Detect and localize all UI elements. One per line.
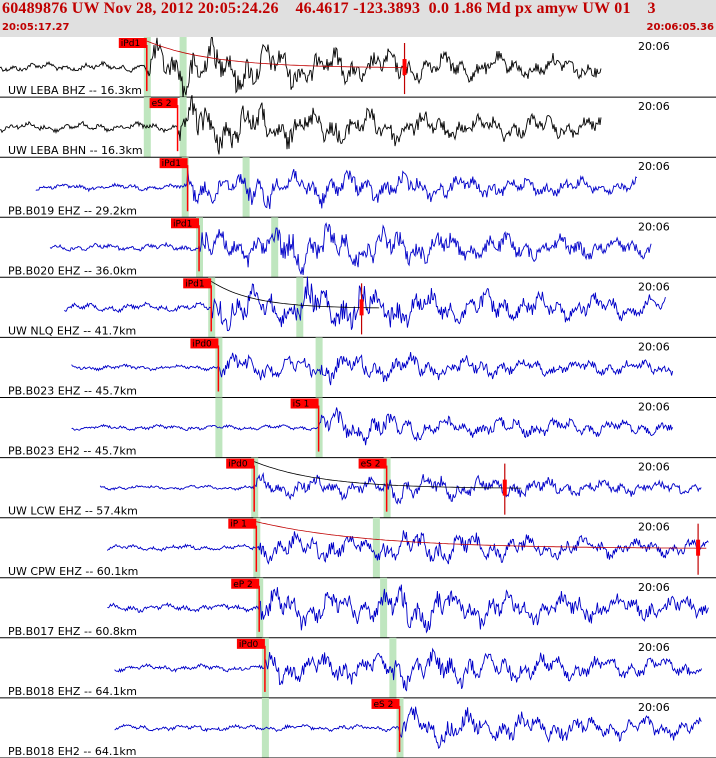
station-label-9: PB.B017 EHZ -- 60.8km — [8, 625, 137, 638]
pick-label-11-0: eS 2 — [374, 700, 394, 710]
coda-curve-0 — [146, 40, 408, 68]
pick-label-10-0: iPd0 — [239, 640, 259, 650]
pick-label-bg-10-0 — [236, 638, 265, 649]
station-label-6: PB.B023 EH2 -- 45.7km — [8, 445, 136, 458]
waveform-trace-9 — [107, 584, 709, 634]
analysis-window-1-0 — [143, 97, 151, 158]
time-tick-label-1: 20:06 — [638, 100, 670, 113]
station-label-8: UW CPW EHZ -- 60.1km — [8, 565, 138, 578]
seismogram-panel: iPd1 20:06 UW LEBA BHZ -- 16.3km eS 2 20:06 U… — [0, 37, 716, 758]
time-tick-label-8: 20:06 — [638, 521, 670, 534]
header-bar: 60489876 UW Nov 28, 2012 20:05:24.26 46.… — [0, 0, 716, 37]
event-title: 60489876 UW Nov 28, 2012 20:05:24.26 46.… — [2, 0, 656, 17]
station-label-5: PB.B023 EHZ -- 45.7km — [8, 385, 137, 398]
pick-label-1-0: eS 2 — [152, 99, 172, 109]
pick-label-8-0: iP 1 — [230, 520, 247, 530]
station-label-3: PB.B020 EHZ -- 36.0km — [8, 264, 137, 277]
coda-end-tick-8 — [696, 539, 701, 556]
pick-label-bg-1-0 — [149, 98, 178, 109]
station-label-1: UW LEBA BHN -- 16.3km — [8, 144, 143, 157]
pick-label-9-0: eP 2 — [233, 580, 253, 590]
time-tick-label-3: 20:06 — [638, 220, 670, 233]
station-label-10: PB.B018 EHZ -- 64.1km — [8, 685, 137, 698]
time-tick-label-7: 20:06 — [638, 461, 670, 474]
pick-label-7-0: iPd0 — [228, 460, 248, 470]
pick-label-bg-9-0 — [231, 578, 260, 589]
coda-end-tick-4 — [359, 299, 364, 316]
waveform-trace-1 — [0, 94, 602, 155]
pick-label-bg-8-0 — [228, 518, 257, 529]
station-label-2: PB.B019 EHZ -- 29.2km — [8, 204, 137, 217]
waveform-trace-11 — [114, 706, 702, 749]
analysis-window-2-0 — [181, 157, 189, 218]
pick-label-6-0: iS 1 — [293, 400, 310, 410]
time-tick-label-0: 20:06 — [638, 40, 670, 53]
pick-label-3-0: iPd1 — [173, 219, 192, 229]
analysis-window-8-1 — [372, 517, 380, 578]
pick-label-bg-7-1 — [358, 458, 387, 469]
waveform-trace-6 — [71, 407, 674, 446]
pick-label-bg-5-0 — [190, 338, 219, 349]
time-start-label: 20:05:17.27 — [2, 22, 70, 33]
pick-label-bg-2-0 — [159, 158, 188, 169]
coda-end-tick-0 — [402, 59, 407, 76]
coda-curve-4 — [210, 280, 380, 309]
time-tick-label-2: 20:06 — [638, 160, 670, 173]
coda-curve-7 — [254, 461, 522, 489]
analysis-window-1-1 — [179, 97, 187, 158]
pick-label-2-0: iPd1 — [162, 159, 181, 169]
time-tick-label-4: 20:06 — [638, 280, 670, 293]
time-tick-label-9: 20:06 — [638, 581, 670, 594]
pick-label-bg-0-0 — [118, 38, 147, 48]
station-label-7: UW LCW EHZ -- 57.4km — [8, 505, 138, 518]
waveform-trace-10 — [114, 647, 703, 692]
analysis-window-5-1 — [315, 337, 323, 398]
waveform-trace-2 — [35, 169, 638, 210]
time-tick-label-5: 20:06 — [638, 340, 670, 353]
pick-label-bg-6-0 — [290, 398, 319, 409]
time-tick-label-10: 20:06 — [638, 641, 670, 654]
analysis-window-4-1 — [296, 277, 304, 338]
pick-label-4-0: iPd1 — [185, 279, 204, 289]
coda-end-tick-7 — [502, 479, 507, 496]
pick-label-bg-3-0 — [171, 218, 199, 229]
station-label-0: UW LEBA BHZ -- 16.3km — [8, 84, 142, 97]
pick-label-bg-4-0 — [183, 278, 212, 289]
waveform-trace-5 — [71, 352, 674, 386]
coda-curve-8 — [256, 521, 707, 549]
waveform-trace-3 — [49, 222, 652, 276]
station-label-11: PB.B018 EH2 -- 64.1km — [8, 745, 136, 758]
analysis-window-0-1 — [179, 37, 187, 98]
pick-label-bg-7-0 — [226, 458, 255, 469]
analysis-window-3-1 — [271, 217, 279, 278]
time-tick-label-6: 20:06 — [638, 401, 670, 414]
waveform-trace-0 — [0, 37, 602, 100]
time-end-label: 20:06:05.36 — [646, 22, 714, 33]
analysis-window-9-1 — [380, 577, 388, 638]
station-label-4: UW NLQ EHZ -- 41.7km — [8, 324, 136, 337]
waveform-trace-8 — [107, 530, 709, 565]
waveform-trace-4 — [64, 276, 666, 332]
pick-label-bg-11-0 — [371, 698, 400, 709]
pick-label-7-1: eS 2 — [361, 460, 381, 470]
time-tick-label-11: 20:06 — [638, 701, 670, 714]
pick-label-0-0: iPd1 — [121, 39, 140, 49]
waveform-trace-7 — [99, 472, 702, 505]
pick-label-5-0: iPd0 — [192, 339, 212, 349]
analysis-window-10-1 — [389, 637, 397, 698]
